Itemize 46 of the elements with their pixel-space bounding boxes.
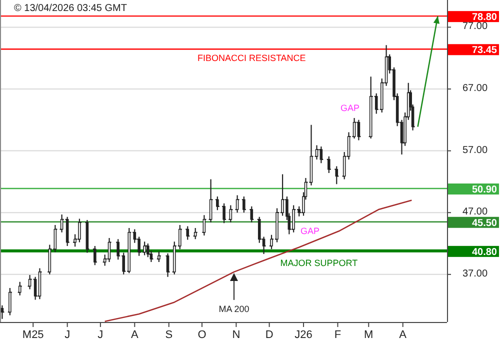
candlestick [202,214,206,236]
candlestick [194,228,197,240]
x-tick-label: D [265,329,274,341]
candlestick [166,252,170,278]
x-tick-label: F [334,329,342,341]
candlestick [18,281,22,296]
candlestick [86,219,89,254]
annotation: GAP [340,103,360,113]
candlestick [250,206,254,224]
x-tick-label: A [399,329,408,341]
candlestick [369,76,372,139]
x-tick-label: S [165,329,173,341]
candlestick [172,241,176,275]
ref-line-label: 50.90 [472,184,498,196]
y-tick-label: 77.00 [462,21,488,32]
candlestick [60,214,64,233]
ref-line-label: 45.50 [472,218,498,229]
candlestick [236,194,239,214]
candlestick [28,274,32,290]
x-tick-label: J26 [294,329,312,341]
annotation: © 13/04/2026 03:45 GMT [14,3,127,14]
x-tick-label: A [130,329,139,341]
candlestick [146,242,150,258]
x-tick-label: J [98,329,104,341]
annotation: MAJOR SUPPORT [280,258,358,268]
annotation: GAP [300,226,320,236]
ref-line-label: 73.45 [472,45,498,56]
ref-line-label: 40.80 [472,246,498,258]
annotation: FIBONACCI RESISTANCE [197,53,306,64]
ref-line-label: 78.80 [472,12,498,24]
y-tick-label: 57.00 [462,144,488,156]
x-tick-label: J [64,329,70,341]
candlestick [335,166,338,185]
x-tick-label: O [198,329,207,341]
candlestick [54,224,57,253]
y-tick-label: 37.00 [462,268,488,280]
x-tick-label: M [364,329,374,341]
candlestick [186,226,190,240]
candlestick [229,204,232,224]
line-series [104,200,412,322]
x-tick-label: N [232,329,240,341]
x-tick-label: M25 [22,329,44,341]
annotation: MA 200 [218,304,250,314]
y-tick-label: 47.00 [462,206,488,218]
candlestick [209,178,212,224]
y-tick-label: 67.00 [462,83,488,94]
